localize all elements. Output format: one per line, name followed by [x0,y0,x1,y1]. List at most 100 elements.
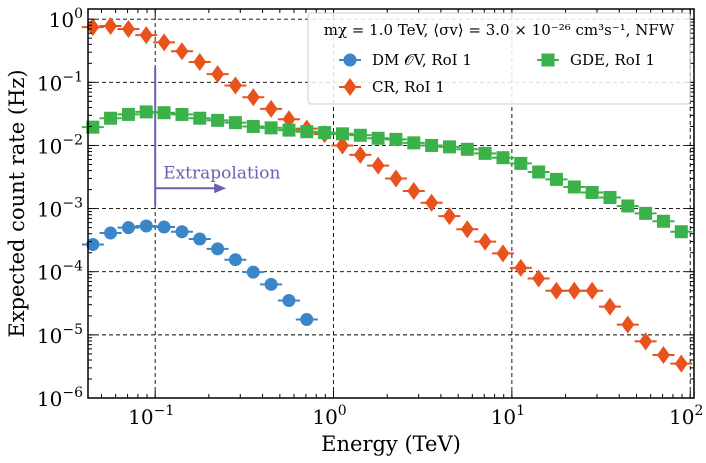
point-diamond-25 [532,269,546,288]
point-diamond-4 [157,33,171,52]
point-circle-4 [157,220,171,234]
y-tick-label-5: 10−1 [37,69,83,95]
point-diamond-2 [121,19,135,38]
point-diamond-29 [603,297,617,316]
legend-marker-circle [343,53,357,67]
point-diamond-28 [585,281,599,300]
x-tick-label-1: 100 [312,403,346,429]
point-square-9 [246,119,260,133]
tick-labels: 10−1 100 101 102 10−6 10−5 10−4 10−3 10−2 10−1 100 [37,6,704,429]
point-square-13 [318,126,332,140]
point-circle-6 [193,232,207,246]
point-square-5 [175,107,189,121]
point-square-30 [621,199,635,213]
point-diamond-18 [407,181,421,200]
point-square-22 [478,146,492,160]
point-diamond-20 [442,207,456,226]
legend-label-circle: DM 𝒪V, RoI 1 [372,51,472,69]
legend-item-square: GDE, RoI 1 [537,51,655,69]
plot-frame [87,8,695,399]
point-diamond-8 [228,76,242,95]
annotation-layer: Extrapolation [154,67,280,206]
point-diamond-1 [104,17,118,36]
point-circle-10 [264,277,278,291]
point-circle-5 [175,225,189,239]
point-circle-1 [104,226,118,240]
point-circle-7 [211,242,225,256]
series-circle [81,219,318,327]
point-diamond-30 [621,315,635,334]
y-tick-label-2: 10−4 [37,259,83,285]
legend-items: DM 𝒪V, RoI 1 CR, RoI 1 GDE, RoI 1 [339,51,655,96]
point-square-23 [496,151,510,165]
point-square-20 [442,140,456,154]
point-circle-3 [139,219,153,233]
y-tick-label-6: 100 [49,6,83,32]
legend-box [307,12,691,105]
point-square-10 [264,121,278,135]
point-diamond-14 [335,136,349,155]
x-tick-label-3: 102 [669,403,703,429]
point-square-16 [371,131,385,145]
legend-marker-square [541,53,555,67]
point-square-32 [656,214,670,228]
point-diamond-31 [639,332,653,351]
legend-label-diamond: CR, RoI 1 [372,78,445,96]
point-diamond-7 [211,65,225,84]
x-tick-label-0: 10−1 [128,403,174,429]
point-square-7 [211,113,225,127]
point-square-12 [300,125,314,139]
point-diamond-27 [567,281,581,300]
point-diamond-6 [193,52,207,71]
legend-item-circle: DM 𝒪V, RoI 1 [339,51,472,69]
point-diamond-16 [371,156,385,175]
point-diamond-17 [389,169,403,188]
point-diamond-24 [514,258,528,277]
point-square-24 [514,156,528,170]
point-square-3 [139,105,153,119]
point-diamond-10 [264,99,278,118]
point-square-28 [585,185,599,199]
point-square-8 [228,116,242,130]
x-axis-title: Energy (TeV) [321,432,461,456]
point-circle-9 [246,265,260,279]
point-square-11 [282,123,296,137]
point-circle-2 [121,221,135,235]
y-tick-label-0: 10−6 [37,385,83,411]
y-tick-label-3: 10−3 [37,196,83,222]
point-diamond-22 [478,232,492,251]
point-square-15 [353,128,367,142]
series-diamond [81,17,693,373]
point-square-27 [567,180,581,194]
point-square-33 [674,225,688,239]
point-square-2 [121,107,135,121]
point-square-18 [407,136,421,150]
ticks [88,9,694,399]
point-square-26 [549,172,563,186]
point-diamond-19 [425,193,439,212]
series-square [81,105,693,239]
point-square-21 [460,142,474,156]
y-tick-label-1: 10−5 [37,322,83,348]
point-circle-12 [300,313,314,327]
legend-title: mχ = 1.0 TeV, ⟨σv⟩ = 3.0 × 10⁻²⁶ cm³s⁻¹,… [324,21,675,39]
y-axis-title: Expected count rate (Hz) [5,69,29,337]
point-diamond-9 [246,88,260,107]
extrapolation-label: Extrapolation [163,163,280,183]
legend: mχ = 1.0 TeV, ⟨σv⟩ = 3.0 × 10⁻²⁶ cm³s⁻¹,… [307,12,691,105]
point-square-19 [425,138,439,152]
extrapolation-arrowhead [214,183,227,194]
series-layer [81,17,693,373]
point-square-25 [532,165,546,179]
point-square-14 [335,127,349,141]
point-circle-11 [282,294,296,308]
point-square-0 [86,120,100,134]
point-circle-8 [228,253,242,267]
legend-label-square: GDE, RoI 1 [570,51,655,69]
point-diamond-23 [496,244,510,263]
point-diamond-5 [175,42,189,61]
point-square-4 [157,106,171,120]
point-square-6 [193,111,207,125]
point-diamond-26 [549,281,563,300]
